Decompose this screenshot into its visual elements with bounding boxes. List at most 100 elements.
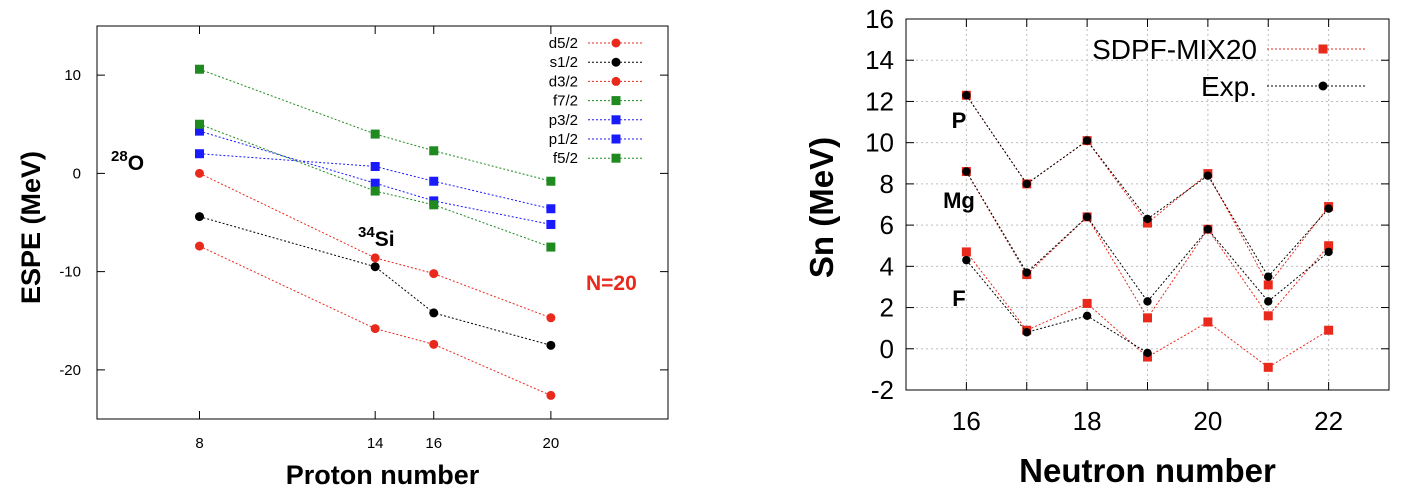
espe-series-line	[199, 153, 551, 210]
sn-data-point	[1203, 171, 1213, 180]
espe-data-point	[194, 126, 204, 136]
sn-y-tick-label: 10	[865, 128, 894, 158]
espe-y-tick-label: 10	[64, 67, 81, 84]
sn-data-point	[1203, 317, 1213, 327]
sn-data-point	[962, 167, 971, 176]
sn-y-tick-label: -2	[871, 375, 894, 405]
sn-data-point	[1263, 280, 1273, 290]
sn-y-axis-title: Sn (MeV)	[803, 137, 840, 278]
sn-y-tick-label: 8	[880, 169, 894, 199]
espe-legend-marker	[611, 76, 621, 86]
sn-chart: 16 18 20 22 -2 0 2 4 6 8 10 12 14 16 P Mg F SDPF-MIX20…	[803, 4, 1390, 489]
sn-data-point	[1143, 214, 1152, 224]
espe-data-point	[546, 390, 556, 400]
sn-series-exp-p	[962, 91, 1333, 281]
espe-series-d5-2	[194, 241, 556, 400]
espe-x-tick-label: 20	[543, 435, 560, 452]
sn-x-axis-title: Neutron number	[1019, 452, 1276, 489]
espe-data-point	[429, 269, 439, 279]
espe-data-point	[546, 219, 556, 229]
espe-series-line	[199, 245, 552, 396]
espe-y-tick-label: -10	[59, 264, 81, 281]
si34-mass: 34	[358, 224, 375, 241]
espe-legend-marker	[611, 38, 621, 48]
sn-data-point	[1022, 268, 1031, 277]
sn-data-point	[1324, 325, 1334, 335]
espe-x-axis-title: Proton number	[286, 460, 480, 490]
sn-data-point	[962, 255, 971, 265]
espe-x-tick-label: 16	[425, 435, 442, 452]
espe-data-point	[546, 242, 556, 252]
espe-y-axis-title: ESPE (MeV)	[16, 151, 46, 304]
espe-data-point	[429, 200, 439, 210]
o28-element: O	[128, 152, 144, 175]
espe-series-line	[199, 172, 552, 319]
sn-x-tick-label: 16	[952, 406, 981, 436]
espe-series-f5-2	[194, 119, 556, 252]
espe-y-tick-label: 0	[73, 165, 81, 182]
espe-data-point	[194, 212, 204, 222]
espe-x-tick-label: 14	[367, 435, 384, 452]
espe-data-point	[370, 161, 380, 171]
sn-data-point	[1264, 272, 1273, 281]
sn-x-tick-label: 20	[1193, 406, 1222, 436]
espe-data-point	[194, 168, 204, 178]
espe-x-tick-label: 8	[195, 435, 203, 452]
sn-data-point	[1022, 179, 1031, 189]
o28-annotation: 28O	[111, 148, 144, 175]
sn-data-point	[1203, 225, 1213, 234]
espe-series-p1-2	[194, 149, 556, 214]
espe-data-point	[194, 64, 204, 74]
sn-series-exp-f	[962, 255, 1152, 358]
sn-data-point	[961, 247, 971, 257]
espe-legend-label: d5/2	[549, 35, 578, 52]
sn-data-point	[962, 91, 971, 100]
sn-data-point	[1143, 348, 1152, 358]
espe-data-point	[429, 308, 439, 318]
espe-data-point	[370, 178, 380, 188]
espe-legend-label: f5/2	[553, 150, 578, 167]
espe-legend-marker	[611, 57, 621, 67]
sn-y-tick-label: 14	[865, 45, 894, 75]
espe-legend-label: s1/2	[550, 54, 578, 71]
sn-data-point	[1324, 241, 1334, 251]
espe-data-point	[194, 149, 204, 159]
espe-legend-marker	[611, 134, 621, 144]
sn-legend-label: SDPF-MIX20	[1092, 34, 1257, 65]
sn-data-point	[1143, 297, 1152, 306]
espe-data-point	[546, 313, 556, 323]
sn-data-point	[1082, 311, 1092, 320]
sn-legend-marker	[1318, 44, 1328, 54]
espe-data-point	[370, 324, 380, 334]
espe-data-point	[194, 241, 204, 251]
sn-y-tick-label: 16	[865, 4, 894, 34]
sn-data-point	[1082, 212, 1092, 222]
espe-data-point	[370, 253, 380, 263]
espe-data-point	[429, 176, 439, 186]
espe-chart: 8 14 16 20 -20 -10 0 10 d5/2 s1/2 d3/2 f7/2 p3/2 p1…	[16, 25, 669, 490]
espe-y-tick-label: -20	[59, 362, 81, 379]
sn-y-tick-label: 4	[880, 251, 894, 281]
sn-isotope-label-f: F	[952, 286, 965, 311]
sn-isotope-label-mg: Mg	[943, 188, 975, 213]
espe-series-p3-2	[194, 126, 556, 229]
espe-legend-marker	[611, 153, 621, 163]
espe-plot-frame	[96, 25, 669, 420]
sn-data-point	[1082, 298, 1092, 308]
espe-data-point	[429, 339, 439, 349]
espe-data-point	[546, 204, 556, 214]
sn-data-point	[1082, 136, 1092, 145]
espe-legend-label: p1/2	[549, 131, 578, 148]
sn-isotope-label-p: P	[952, 108, 967, 133]
o28-mass: 28	[111, 148, 128, 165]
espe-data-point	[370, 186, 380, 196]
espe-legend-marker	[611, 96, 621, 106]
sn-legend-label: Exp.	[1201, 71, 1257, 102]
espe-data-point	[546, 340, 556, 350]
espe-data-point	[370, 262, 380, 272]
espe-series-line	[199, 68, 551, 182]
espe-legend-marker	[611, 115, 621, 125]
sn-y-tick-label: 6	[880, 210, 894, 240]
espe-data-point	[546, 176, 556, 186]
sn-legend-marker	[1318, 81, 1328, 91]
